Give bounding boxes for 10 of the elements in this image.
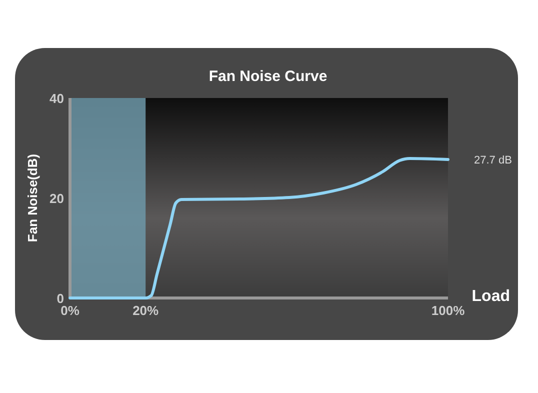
x-tick-label: 20% — [132, 303, 160, 318]
chart-title: Fan Noise Curve — [208, 68, 328, 85]
x-tick-label: 100% — [431, 303, 466, 318]
x-axis-title: Load — [472, 288, 510, 305]
x-tick-label: 0% — [60, 303, 80, 318]
y-axis-title: Fan Noise(dB) — [25, 154, 40, 242]
y-tick-label: 40 — [50, 91, 64, 106]
y-tick-label: 0 — [56, 291, 64, 306]
y-tick-label: 20 — [50, 191, 64, 206]
annotation: 27.7 dB — [474, 154, 512, 166]
